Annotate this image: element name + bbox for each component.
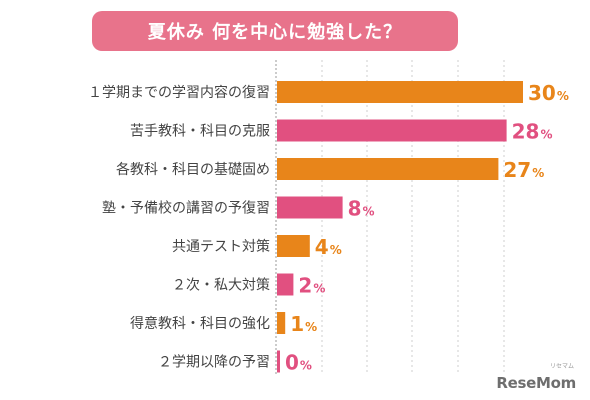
- chart-title: 夏休み 何を中心に勉強した？: [147, 22, 403, 43]
- bar: [277, 119, 507, 142]
- value-label: 0%: [285, 351, 312, 375]
- brand-subtext: リセマム: [549, 363, 574, 370]
- bar: [277, 312, 286, 334]
- brand-logo: ReseMom: [496, 374, 576, 392]
- category-label: 苦手教科・科目の克服: [130, 124, 270, 140]
- category-label: 各教科・科目の基礎固め: [116, 161, 270, 178]
- value-label: 27%: [503, 158, 544, 182]
- bar: [277, 235, 310, 257]
- chart-title-banner: 夏休み 何を中心に勉強した？: [92, 11, 458, 51]
- value-label: 1%: [290, 312, 317, 336]
- category-label: ２次・私大対策: [172, 277, 270, 294]
- category-label: １学期までの学習内容の復習: [88, 84, 270, 101]
- bar: [277, 273, 294, 296]
- bar: [277, 350, 280, 373]
- bar: [277, 158, 499, 180]
- category-label: ２学期以降の予習: [158, 355, 270, 371]
- value-label: 4%: [315, 235, 342, 259]
- bar: [277, 196, 343, 219]
- value-label: 2%: [298, 274, 325, 298]
- value-label: 28%: [512, 120, 553, 144]
- bar: [277, 81, 523, 103]
- value-label: 8%: [348, 197, 375, 221]
- category-label: 塾・予備校の講習の予復習: [102, 200, 270, 217]
- value-label: 30%: [528, 81, 569, 105]
- category-label: 得意教科・科目の強化: [130, 315, 270, 332]
- category-label: 共通テスト対策: [172, 238, 270, 255]
